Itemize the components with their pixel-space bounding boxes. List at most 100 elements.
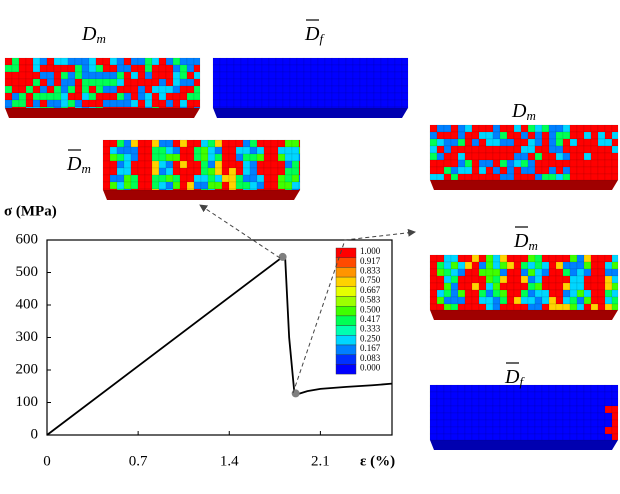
contour-cell: [81, 92, 90, 101]
contour-cell: [172, 64, 181, 73]
contour-cell: [387, 85, 396, 94]
contour-cell: [144, 92, 153, 101]
contour-cell: [583, 419, 592, 428]
contour-cell: [590, 275, 599, 284]
contour-cell: [18, 106, 27, 109]
contour-cell: [548, 124, 557, 133]
contour-cell: [520, 303, 529, 311]
contour-cell: [282, 71, 291, 80]
contour-cell: [597, 419, 606, 428]
contour-cell: [499, 268, 508, 277]
panel-label: Df: [504, 366, 525, 389]
contour-cell: [380, 57, 389, 66]
point-marker: [278, 252, 287, 261]
contour-cell: [597, 159, 606, 168]
contour-cell: [268, 57, 277, 66]
contour-cell: [317, 92, 326, 101]
contour-cell: [443, 124, 452, 133]
contour-panels: [4, 57, 619, 450]
contour-cell: [221, 160, 230, 169]
contour-cell: [506, 275, 515, 284]
contour-cell: [436, 166, 445, 175]
contour-cell: [338, 71, 347, 80]
contour-cell: [590, 398, 599, 407]
contour-cell: [212, 78, 221, 87]
contour-cell: [158, 78, 167, 87]
contour-cell: [611, 433, 619, 441]
contour-cell: [611, 152, 619, 161]
contour-cell: [429, 282, 438, 291]
contour-cell: [492, 412, 501, 421]
contour-cell: [228, 153, 237, 162]
contour-cell: [506, 405, 515, 414]
contour-cell: [464, 303, 473, 311]
contour-cell: [123, 78, 132, 87]
contour-cell: [450, 261, 459, 270]
contour-cell: [569, 433, 578, 441]
contour-cell: [221, 188, 230, 191]
contour-cell: [324, 85, 333, 94]
contour-cell: [317, 78, 326, 87]
contour-cell: [310, 71, 319, 80]
contour-cell: [102, 174, 111, 183]
colorbar-swatch: [335, 364, 357, 375]
contour-cell: [95, 71, 104, 80]
contour-cell: [611, 296, 619, 305]
contour-cell: [221, 139, 230, 148]
contour-cell: [88, 106, 97, 109]
contour-cell: [151, 106, 160, 109]
contour-cell: [193, 153, 202, 162]
contour-cell: [506, 145, 515, 154]
contour-cell: [109, 153, 118, 162]
contour-cell: [478, 296, 487, 305]
contour-cell: [485, 131, 494, 140]
contour-cell: [492, 426, 501, 435]
contour-cell: [520, 426, 529, 435]
contour-cell: [583, 426, 592, 435]
contour-cell: [74, 85, 83, 94]
contour-cell: [186, 85, 195, 94]
contour-cell: [436, 289, 445, 298]
contour-cell: [583, 131, 592, 140]
contour-cell: [583, 159, 592, 168]
contour-cell: [151, 188, 160, 191]
contour-cell: [576, 173, 585, 181]
contour-cell: [569, 138, 578, 147]
contour-cell: [562, 275, 571, 284]
contour-cell: [604, 275, 613, 284]
contour-cell: [137, 139, 146, 148]
contour-cell: [485, 282, 494, 291]
contour-cell: [193, 146, 202, 155]
contour-cell: [268, 64, 277, 73]
contour-cell: [331, 57, 340, 66]
contour-cell: [366, 106, 375, 109]
contour-cell: [11, 57, 20, 66]
contour-cell: [590, 124, 599, 133]
contour-cell: [506, 296, 515, 305]
contour-cell: [254, 78, 263, 87]
contour-cell: [53, 92, 62, 101]
contour-cell: [429, 289, 438, 298]
contour-cell: [597, 303, 606, 311]
contour-cell: [221, 181, 230, 190]
contour-cell: [366, 71, 375, 80]
contour-cell: [562, 296, 571, 305]
contour-cell: [555, 384, 564, 393]
contour-cell: [457, 296, 466, 305]
contour-cell: [485, 405, 494, 414]
contour-cell: [291, 174, 300, 183]
contour-cell: [527, 261, 536, 270]
contour-cell: [450, 303, 459, 311]
contour-cell: [485, 268, 494, 277]
contour-cell: [604, 254, 613, 263]
contour-cell: [345, 106, 354, 109]
contour-cell: [359, 71, 368, 80]
contour-cell: [387, 57, 396, 66]
contour-cell: [583, 268, 592, 277]
contour-cell: [597, 391, 606, 400]
contour-cell: [506, 166, 515, 175]
contour-cell: [284, 153, 293, 162]
x-tick-label: 1.4: [220, 453, 239, 469]
contour-cell: [583, 384, 592, 393]
contour-cell: [527, 124, 536, 133]
